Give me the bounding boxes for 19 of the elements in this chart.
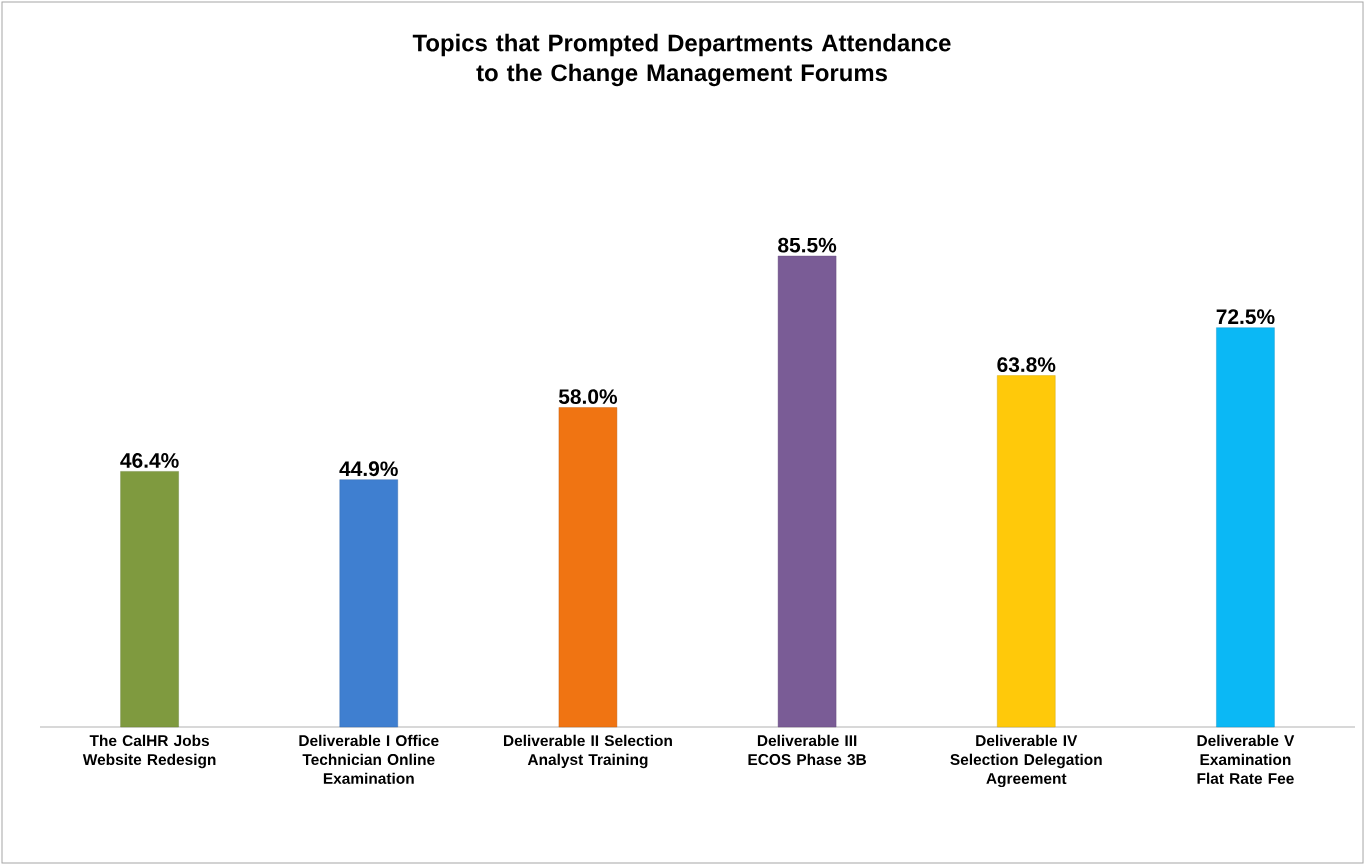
x-tick-label: The CalHR Jobs Website Redesign bbox=[82, 734, 216, 769]
x-tick-label: Deliverable V Examination Flat Rate Fee bbox=[1197, 734, 1295, 784]
data-label: 44.9% bbox=[339, 461, 398, 477]
x-tick-label: Deliverable IV Selection Delegation Agreement bbox=[950, 734, 1102, 788]
bar bbox=[997, 375, 1056, 728]
bar bbox=[1216, 327, 1275, 728]
data-label: 46.4% bbox=[120, 453, 179, 468]
bar bbox=[558, 407, 618, 728]
bar bbox=[339, 479, 398, 728]
x-tick-label: Deliverable II Selection Analyst Training bbox=[503, 734, 672, 769]
x-tick-label: Deliverable III ECOS Phase 3B bbox=[748, 734, 867, 766]
data-label: 85.5% bbox=[778, 237, 837, 253]
chart-title: Topics that Prompted Departments Attendance to the Change Management Forums bbox=[412, 33, 951, 87]
x-tick-label: Deliverable I Office Technician Online Examination bbox=[299, 734, 439, 784]
bar bbox=[777, 255, 837, 728]
data-label: 72.5% bbox=[1216, 309, 1275, 325]
data-label: 58.0% bbox=[558, 389, 618, 404]
data-label: 63.8% bbox=[997, 357, 1056, 373]
bar bbox=[120, 471, 179, 728]
